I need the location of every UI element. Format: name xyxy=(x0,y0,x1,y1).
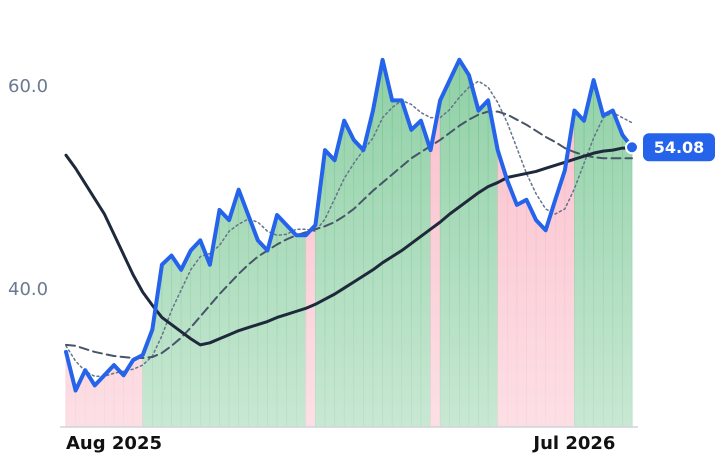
short-ma-line xyxy=(65,80,633,378)
mid-ma-line xyxy=(65,110,633,360)
long-ma-line xyxy=(64,146,634,347)
x-tick-label: Jul 2026 xyxy=(531,433,615,454)
value-badge xyxy=(643,133,715,162)
y-tick-label: 60.0 xyxy=(8,76,48,97)
last-point xyxy=(625,140,639,155)
y-tick-label: 40.0 xyxy=(8,279,48,300)
price-line xyxy=(64,57,634,393)
last-value-label: 54.08 xyxy=(654,138,705,157)
x-tick-label: Aug 2025 xyxy=(66,433,162,454)
